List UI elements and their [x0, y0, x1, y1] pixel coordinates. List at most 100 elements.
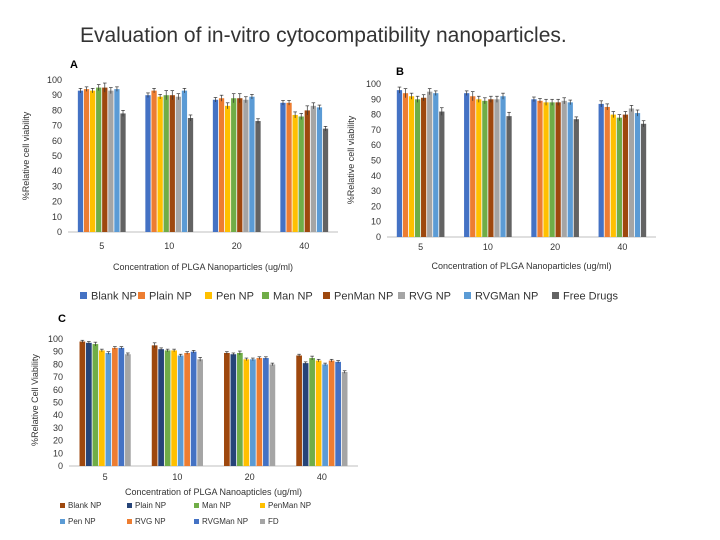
y-tick-label: 90	[53, 347, 63, 357]
bar	[549, 102, 555, 237]
legend-swatch	[398, 292, 405, 299]
bar	[255, 121, 261, 232]
x-tick-label: 5	[418, 242, 423, 252]
bar	[145, 95, 151, 232]
bar	[151, 90, 157, 232]
bar	[164, 350, 171, 466]
legend-label: RVGMan NP	[475, 291, 538, 303]
bar	[243, 99, 249, 232]
legend-swatch	[464, 292, 471, 299]
y-tick-label: 50	[53, 398, 63, 408]
bar	[181, 90, 188, 232]
y-axis-label: %Relative cell viability	[346, 115, 356, 204]
bar	[250, 359, 256, 466]
bar	[230, 354, 237, 466]
bar	[218, 98, 225, 233]
y-tick-label: 20	[52, 197, 62, 207]
bar	[439, 111, 445, 237]
bar	[197, 359, 203, 466]
y-tick-label: 60	[52, 136, 62, 146]
bar	[500, 96, 506, 238]
bar	[231, 98, 237, 233]
x-tick-label: 20	[232, 241, 242, 251]
bar	[163, 95, 169, 232]
bar	[531, 99, 537, 237]
bar	[335, 361, 341, 466]
chart-panel-a: A 0 10 20 30 40 50 60 70 80 90 100 5 10 20 40 Concentrat…	[21, 59, 338, 272]
legend-label: RVG NP	[409, 291, 451, 303]
bar	[402, 93, 409, 238]
bar	[494, 99, 500, 237]
legend-swatch	[260, 519, 265, 524]
chart-panel-b: B 0 10 20 30 40 50 60 70 80 90 100 5 10 20 40 Concentrat…	[346, 66, 656, 271]
y-tick-label: 10	[52, 212, 62, 222]
bar	[212, 99, 219, 232]
bar	[125, 354, 131, 466]
legend-label: Blank NP	[91, 291, 137, 303]
bar	[79, 341, 86, 466]
bar	[157, 96, 163, 232]
bar	[151, 345, 158, 466]
bar	[421, 97, 427, 238]
legend-label: PenMan NP	[268, 501, 311, 510]
y-tick-label: 80	[371, 110, 381, 120]
y-tick-label: 30	[52, 181, 62, 191]
slide-title: Evaluation of in-vitro cytocompatibility…	[80, 24, 567, 47]
panel-letter: B	[396, 66, 404, 78]
x-tick-label: 40	[617, 242, 627, 252]
bar	[604, 106, 610, 237]
x-tick-label: 5	[99, 241, 104, 251]
bar	[77, 90, 84, 232]
bar	[184, 352, 190, 466]
bar	[341, 372, 348, 466]
bar	[315, 360, 322, 466]
bar	[543, 102, 549, 237]
bar	[249, 96, 255, 232]
y-tick-label: 40	[52, 166, 62, 176]
x-axis-label: Concentration of PLGA Nanoparticles (ug/…	[113, 262, 293, 272]
bar	[169, 95, 175, 232]
y-tick-label: 40	[53, 410, 63, 420]
bar	[427, 91, 433, 238]
y-tick-label: 0	[57, 227, 62, 237]
bar	[610, 114, 616, 237]
bar	[634, 113, 641, 237]
x-tick-label: 10	[172, 472, 182, 482]
y-tick-label: 10	[371, 217, 381, 227]
bar	[105, 352, 112, 466]
bar	[302, 363, 309, 466]
bar	[482, 100, 488, 237]
x-tick-label: 5	[103, 472, 108, 482]
y-tick-label: 70	[52, 121, 62, 131]
bar	[99, 350, 105, 466]
legend-swatch	[262, 292, 269, 299]
bar	[470, 96, 476, 238]
x-tick-label: 40	[317, 472, 327, 482]
bar	[408, 96, 415, 238]
bar	[561, 100, 567, 237]
bar	[269, 364, 276, 466]
bar	[286, 102, 292, 232]
y-tick-label: 100	[48, 334, 63, 344]
legend-swatch	[60, 519, 65, 524]
y-tick-label: 30	[53, 423, 63, 433]
bar	[537, 100, 543, 237]
bar	[114, 89, 120, 233]
bar	[640, 123, 647, 237]
bar	[96, 87, 102, 232]
legend-swatch	[60, 503, 65, 508]
legend-ab: Blank NP Plain NP Pen NP Man NP PenMan NP RVG…	[80, 291, 619, 303]
bar	[292, 114, 298, 232]
y-tick-label: 30	[371, 186, 381, 196]
y-tick-label: 100	[47, 75, 62, 85]
legend-label: RVG NP	[135, 517, 166, 526]
y-tick-label: 40	[371, 171, 381, 181]
legend-label: Blank NP	[68, 501, 101, 510]
bar	[396, 90, 403, 238]
bar	[90, 90, 96, 232]
y-tick-label: 50	[371, 156, 381, 166]
y-tick-label: 20	[53, 436, 63, 446]
legend-swatch	[260, 503, 265, 508]
y-tick-label: 60	[53, 385, 63, 395]
